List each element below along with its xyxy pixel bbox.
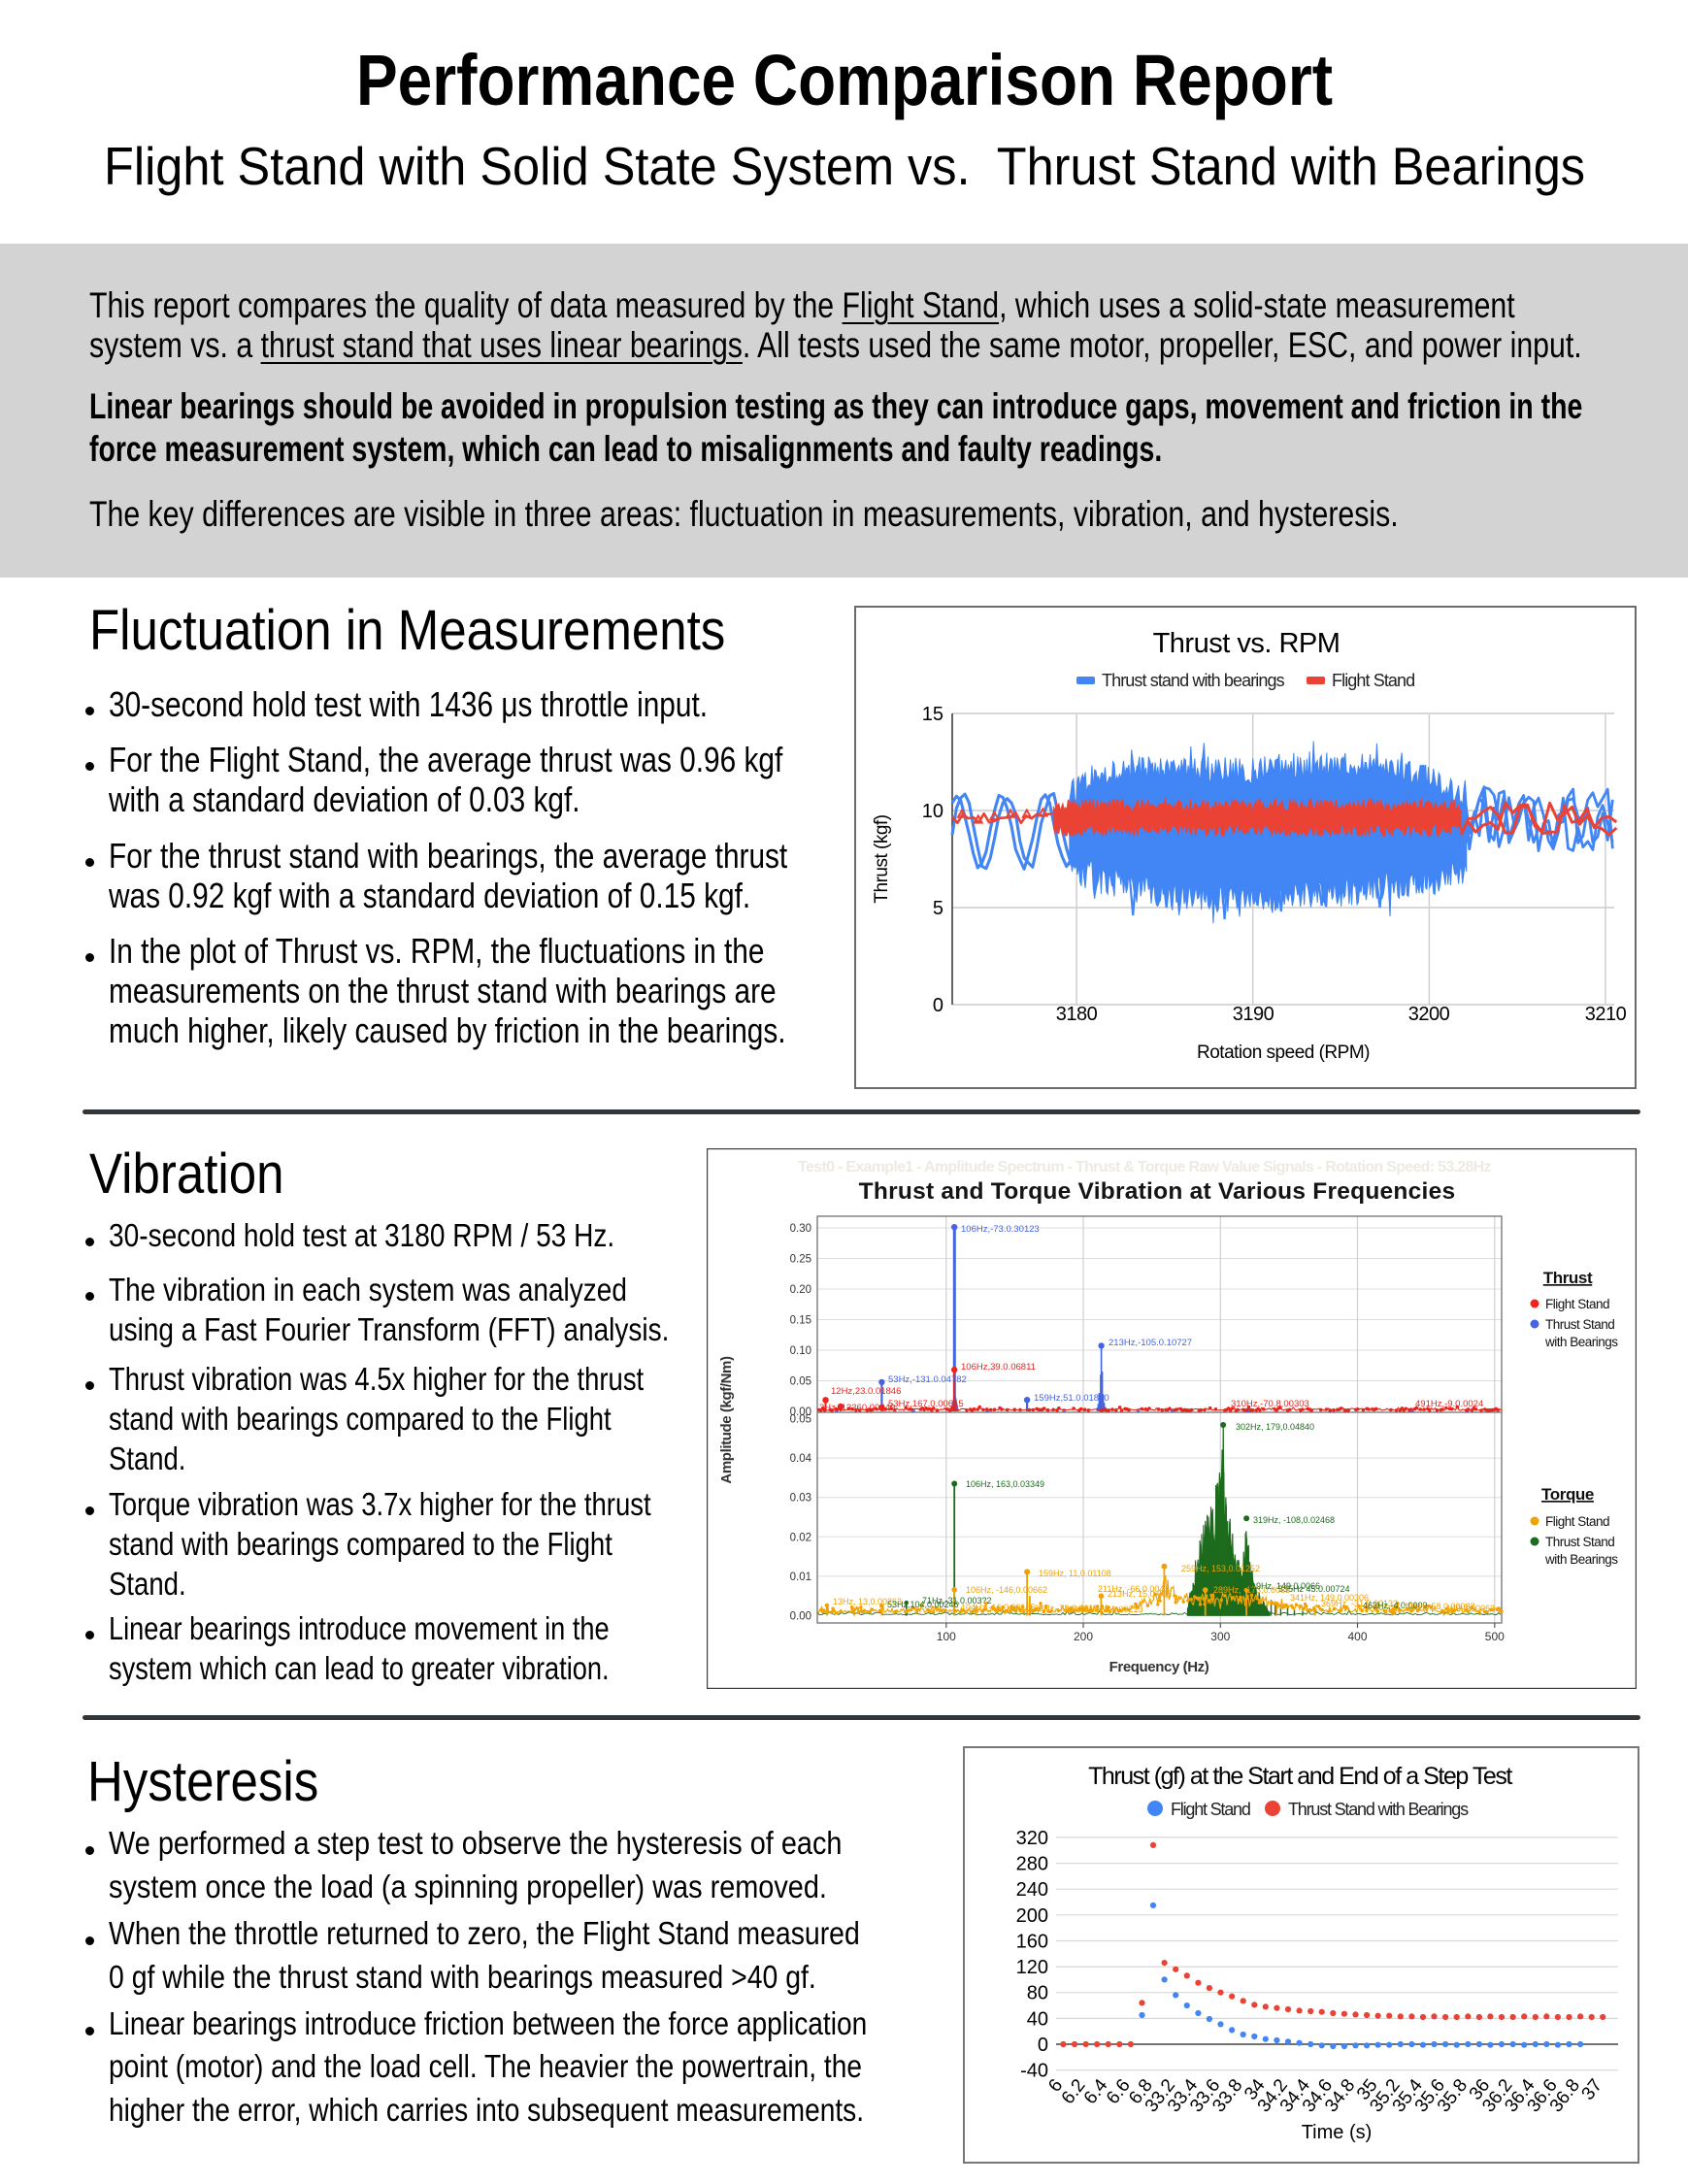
svg-text:0.15: 0.15 bbox=[790, 1315, 811, 1327]
svg-text:310Hz,-70.8.00303: 310Hz,-70.8.00303 bbox=[1231, 1399, 1309, 1409]
svg-text:300: 300 bbox=[1210, 1630, 1230, 1643]
svg-text:259Hz, 153,0.01252: 259Hz, 153,0.01252 bbox=[1181, 1564, 1260, 1573]
svg-text:213Hz, 15,0.005: 213Hz, 15,0.005 bbox=[1108, 1589, 1172, 1599]
svg-text:159Hz,51.0.01880: 159Hz,51.0.01880 bbox=[1034, 1393, 1109, 1404]
svg-text:0.03: 0.03 bbox=[790, 1493, 811, 1505]
svg-text:106Hz,-73.0.30123: 106Hz,-73.0.30123 bbox=[961, 1224, 1040, 1235]
svg-text:40: 40 bbox=[1027, 2008, 1048, 2030]
svg-text:0.10: 0.10 bbox=[790, 1345, 811, 1357]
svg-text:3200: 3200 bbox=[1408, 1004, 1450, 1025]
svg-text:-40: -40 bbox=[1020, 2061, 1048, 2082]
svg-text:319Hz, 149,0.0066: 319Hz, 149,0.0066 bbox=[1246, 1581, 1320, 1591]
svg-text:3190: 3190 bbox=[1233, 1004, 1274, 1025]
svg-text:Flight Stand: Flight Stand bbox=[1332, 671, 1414, 690]
svg-text:3210: 3210 bbox=[1585, 1004, 1627, 1025]
svg-text:280: 280 bbox=[1016, 1854, 1048, 1875]
svg-text:0.20: 0.20 bbox=[790, 1284, 811, 1296]
svg-text:53Hz,167.0.00615: 53Hz,167.0.00615 bbox=[888, 1399, 964, 1409]
svg-text:0.00: 0.00 bbox=[790, 1611, 811, 1623]
svg-text:3180: 3180 bbox=[1056, 1004, 1098, 1025]
svg-text:0.01: 0.01 bbox=[790, 1572, 811, 1583]
svg-text:0.25: 0.25 bbox=[790, 1254, 811, 1266]
svg-text:106Hz, -146,0.00662: 106Hz, -146,0.00662 bbox=[966, 1585, 1047, 1595]
svg-text:0.00: 0.00 bbox=[790, 1406, 811, 1418]
svg-text:Thrust and Torque Vibration at: Thrust and Torque Vibration at Various F… bbox=[859, 1178, 1456, 1205]
svg-text:0.04: 0.04 bbox=[790, 1453, 812, 1465]
svg-text:Torque: Torque bbox=[1541, 1485, 1594, 1504]
svg-text:319Hz, -108,0.02468: 319Hz, -108,0.02468 bbox=[1253, 1515, 1335, 1525]
svg-text:80: 80 bbox=[1027, 1983, 1048, 2004]
svg-text:159Hz, 11,0.01108: 159Hz, 11,0.01108 bbox=[1039, 1569, 1111, 1578]
svg-text:495Hz,58.0.00082: 495Hz,58.0.00082 bbox=[1404, 1602, 1475, 1611]
svg-text:160: 160 bbox=[1016, 1932, 1048, 1953]
svg-text:5: 5 bbox=[933, 898, 943, 919]
svg-text:106Hz,39.0.06811: 106Hz,39.0.06811 bbox=[961, 1362, 1036, 1373]
svg-text:120: 120 bbox=[1016, 1957, 1048, 1978]
svg-text:Frequency (Hz): Frequency (Hz) bbox=[1109, 1659, 1209, 1675]
svg-text:Thrust Stand: Thrust Stand bbox=[1545, 1535, 1614, 1549]
svg-text:0.02: 0.02 bbox=[790, 1532, 811, 1543]
svg-text:500: 500 bbox=[1485, 1630, 1505, 1643]
svg-text:with Bearings: with Bearings bbox=[1544, 1335, 1618, 1349]
svg-text:Thrust (kgf): Thrust (kgf) bbox=[872, 814, 892, 903]
svg-text:Flight Stand: Flight Stand bbox=[1171, 1800, 1250, 1819]
svg-text:211Hz, -66,0.004: 211Hz, -66,0.004 bbox=[1098, 1584, 1164, 1594]
svg-text:71Hz,-31,0.003?2: 71Hz,-31,0.003?2 bbox=[922, 1596, 992, 1605]
svg-text:12Hz,23.0.01846: 12Hz,23.0.01846 bbox=[831, 1386, 901, 1397]
svg-text:100: 100 bbox=[937, 1630, 956, 1643]
svg-text:0: 0 bbox=[1038, 2035, 1048, 2056]
svg-text:491Hz,-9.0.0024: 491Hz,-9.0.0024 bbox=[1415, 1399, 1483, 1409]
svg-text:Thrust stand with bearings: Thrust stand with bearings bbox=[1102, 671, 1285, 690]
svg-text:302Hz, 179,0.04840: 302Hz, 179,0.04840 bbox=[1236, 1422, 1314, 1432]
svg-text:240: 240 bbox=[1016, 1879, 1048, 1901]
svg-text:463Hz,-4,0.0009: 463Hz,-4,0.0009 bbox=[1363, 1601, 1428, 1610]
svg-text:Thrust (gf) at the Start and E: Thrust (gf) at the Start and End of a St… bbox=[1088, 1763, 1512, 1790]
svg-text:104Hz,-16,0.00155: 104Hz,-16,0.00155 bbox=[961, 1603, 1036, 1612]
svg-text:3Hz,-13360.00249: 3Hz,-13360.00249 bbox=[819, 1403, 895, 1413]
svg-text:289Hz, -173,0.0065: 289Hz, -173,0.0065 bbox=[1213, 1585, 1290, 1595]
svg-text:369Hz, -31,0.00132: 369Hz, -31,0.00132 bbox=[1321, 1599, 1398, 1608]
svg-text:335Hz 45.0.00724: 335Hz 45.0.00724 bbox=[1278, 1584, 1350, 1594]
svg-text:341Hz, 149,0.00306: 341Hz, 149,0.00306 bbox=[1290, 1593, 1369, 1603]
svg-text:Thrust: Thrust bbox=[1543, 1269, 1593, 1287]
svg-text:with Bearings: with Bearings bbox=[1544, 1552, 1618, 1567]
svg-text:Flight Stand: Flight Stand bbox=[1545, 1514, 1609, 1529]
svg-text:143.0.00063: 143.0.00063 bbox=[1446, 1604, 1495, 1613]
svg-text:Thrust Stand with Bearings: Thrust Stand with Bearings bbox=[1288, 1800, 1469, 1819]
svg-text:Time (s): Time (s) bbox=[1302, 2122, 1373, 2143]
svg-text:Test0 - Example1 - Amplitude S: Test0 - Example1 - Amplitude Spectrum - … bbox=[798, 1159, 1491, 1175]
svg-text:53Hz,-131.0.04782: 53Hz,-131.0.04782 bbox=[888, 1374, 967, 1385]
svg-text:Flight Stand: Flight Stand bbox=[1545, 1297, 1609, 1311]
svg-text:0.30: 0.30 bbox=[790, 1223, 811, 1235]
svg-text:10: 10 bbox=[922, 801, 943, 822]
svg-text:Rotation speed (RPM): Rotation speed (RPM) bbox=[1197, 1042, 1370, 1063]
svg-text:15: 15 bbox=[922, 704, 943, 725]
svg-text:13Hz, 13,0.00263: 13Hz, 13,0.00263 bbox=[833, 1597, 902, 1606]
svg-text:160Hz,-123,0.00213: 160Hz,-123,0.00213 bbox=[1064, 1605, 1143, 1614]
svg-text:Thrust Stand: Thrust Stand bbox=[1545, 1317, 1614, 1332]
svg-text:Thrust vs. RPM: Thrust vs. RPM bbox=[1153, 628, 1340, 659]
svg-text:400: 400 bbox=[1347, 1630, 1367, 1643]
svg-text:122Hz,-73,0.0013: 122Hz,-73,0.0013 bbox=[1029, 1604, 1099, 1613]
svg-text:213Hz,-105.0.10727: 213Hz,-105.0.10727 bbox=[1109, 1338, 1192, 1348]
svg-text:0.05: 0.05 bbox=[790, 1414, 811, 1426]
svg-text:106Hz, 163,0.03349: 106Hz, 163,0.03349 bbox=[966, 1479, 1044, 1489]
svg-text:320: 320 bbox=[1016, 1828, 1048, 1849]
svg-text:200: 200 bbox=[1074, 1630, 1093, 1643]
svg-text:0: 0 bbox=[933, 995, 943, 1016]
svg-text:200: 200 bbox=[1016, 1905, 1048, 1927]
svg-text:53Hz,104,0.00246: 53Hz,104,0.00246 bbox=[887, 1600, 959, 1609]
svg-text:0.05: 0.05 bbox=[790, 1376, 811, 1388]
svg-text:Amplitude (kgf/Nm): Amplitude (kgf/Nm) bbox=[718, 1356, 735, 1484]
